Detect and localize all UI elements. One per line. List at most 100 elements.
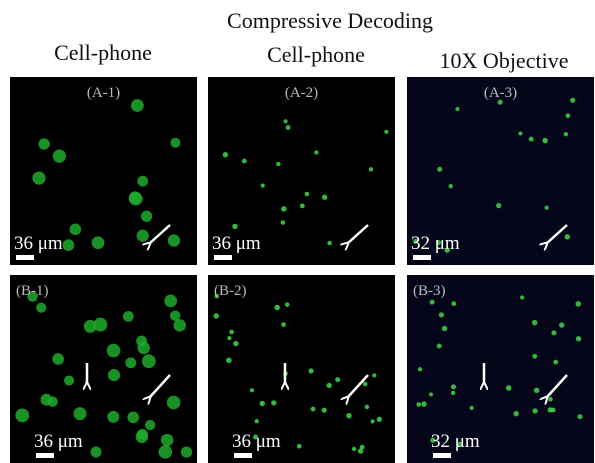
cell: [181, 446, 192, 457]
cell: [335, 377, 340, 382]
cell: [532, 320, 538, 326]
cell: [496, 203, 501, 208]
cell: [94, 318, 108, 332]
image-panel: (A-3) 32 μm: [407, 77, 594, 265]
cell: [327, 241, 332, 246]
cell: [286, 125, 291, 130]
cell: [322, 195, 327, 200]
cell: [284, 119, 288, 123]
scale-label: 36 μm: [212, 233, 261, 254]
cell: [141, 211, 152, 222]
cell: [545, 206, 549, 210]
figure: Compressive Decoding Cell-phone Cell-pho…: [0, 0, 595, 463]
panel-label: (B-1): [16, 283, 49, 299]
cell: [223, 152, 228, 157]
cell: [576, 301, 582, 307]
cell: [421, 401, 426, 406]
scale-bar: [16, 255, 34, 260]
cell: [578, 414, 583, 419]
panel-label: (B-3): [413, 283, 446, 299]
cell: [327, 383, 332, 388]
cell: [551, 408, 556, 413]
cell: [260, 401, 265, 406]
cell: [439, 312, 444, 317]
cell: [429, 392, 433, 396]
panel-label: (A-1): [87, 85, 120, 101]
column-title: Cell-phone: [54, 40, 152, 65]
scale-bar: [413, 255, 431, 260]
cell: [322, 408, 327, 413]
cell: [455, 107, 459, 111]
cell: [281, 206, 287, 212]
cell: [145, 420, 155, 430]
cell: [242, 159, 247, 164]
scale-bar: [36, 453, 54, 458]
cell: [108, 369, 120, 381]
image-panel: (B-2)36 μm: [208, 275, 395, 463]
scale-bar: [214, 255, 232, 260]
cell: [92, 236, 105, 249]
cell: [358, 448, 363, 453]
cell: [38, 138, 49, 149]
scale-bar: [234, 453, 252, 458]
cell: [437, 167, 442, 172]
cell: [514, 411, 519, 416]
cell: [346, 413, 351, 418]
cell: [136, 336, 147, 347]
panel-label: (A-3): [484, 85, 517, 101]
cell: [137, 176, 148, 187]
column-title: Cell-phone: [267, 42, 365, 67]
cell: [314, 150, 318, 154]
image-panel: (A-2) 36 μm: [208, 77, 395, 265]
scale-label: 36 μm: [34, 431, 83, 452]
cell: [372, 373, 376, 377]
cell: [168, 234, 180, 246]
cell: [520, 295, 524, 299]
cell: [451, 391, 455, 395]
cell: [305, 192, 310, 197]
cell: [136, 431, 148, 443]
cell: [548, 397, 553, 402]
cell: [384, 130, 388, 134]
cell: [281, 322, 286, 327]
cell: [125, 357, 136, 368]
cell: [233, 341, 238, 346]
cell: [32, 171, 45, 184]
cell: [300, 203, 305, 208]
cell: [416, 402, 421, 407]
cell: [570, 98, 575, 103]
cell: [369, 167, 373, 171]
cell: [174, 319, 186, 331]
cell: [107, 344, 121, 358]
cell: [36, 303, 46, 313]
cell: [250, 388, 254, 392]
cell: [137, 230, 149, 242]
cell: [532, 354, 537, 359]
cell: [15, 408, 29, 422]
cell: [551, 330, 556, 335]
cell: [365, 405, 370, 410]
panel-label: (A-2): [285, 85, 318, 101]
cell: [131, 99, 144, 112]
cell: [529, 137, 534, 142]
cell: [542, 138, 547, 143]
scale-label: 32 μm: [411, 233, 460, 254]
image-panel: (B-1) 36 μm: [10, 275, 197, 463]
scale-label: 36 μm: [14, 233, 63, 254]
image-panel: (A-1) 36 μm: [10, 77, 197, 265]
cell: [255, 419, 259, 423]
cell: [534, 388, 540, 394]
cell: [226, 358, 232, 364]
cell: [47, 396, 58, 407]
cell: [437, 344, 442, 349]
cell: [164, 294, 177, 307]
cell: [274, 305, 280, 311]
cell: [123, 311, 134, 322]
cell: [470, 406, 474, 410]
cell: [430, 300, 435, 305]
cell: [129, 192, 143, 206]
cell: [553, 360, 558, 365]
cell: [53, 149, 66, 162]
cell: [311, 407, 316, 412]
cell: [271, 400, 276, 405]
